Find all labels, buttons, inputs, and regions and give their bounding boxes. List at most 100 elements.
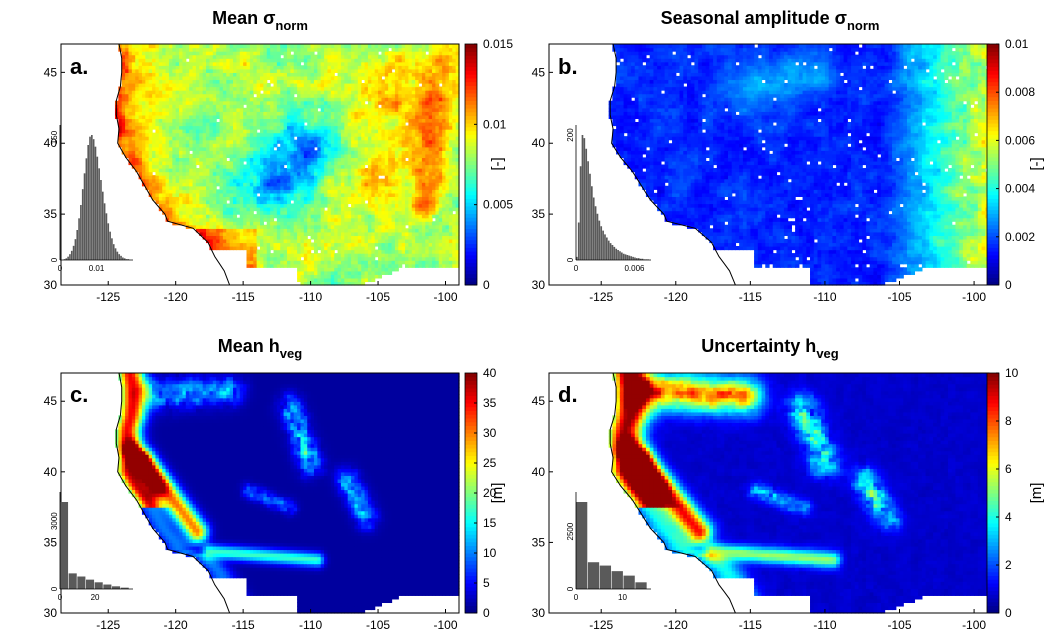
heatmap-cell	[175, 111, 180, 116]
heatmap-cell	[432, 182, 436, 187]
heatmap-cell	[212, 228, 217, 233]
heatmap-cell	[236, 238, 241, 244]
heatmap-cell	[388, 246, 393, 251]
heatmap-cell	[448, 207, 453, 212]
heatmap-cell	[421, 199, 426, 205]
heatmap-cell	[388, 146, 393, 151]
heatmap-cell	[297, 249, 302, 254]
heatmap-cell	[141, 157, 146, 162]
heatmap-cell	[324, 267, 329, 272]
heatmap-cell	[297, 100, 302, 105]
heatmap-cell	[337, 132, 342, 137]
heatmap-cell	[320, 153, 325, 159]
heatmap-cell	[266, 199, 271, 205]
heatmap-cell	[293, 171, 298, 176]
heatmap-cell	[233, 207, 237, 212]
heatmap-cell	[445, 121, 450, 127]
heatmap-cell	[273, 104, 278, 109]
heatmap-cell	[432, 129, 436, 134]
heatmap-cell	[233, 175, 237, 180]
heatmap-cell	[138, 129, 143, 134]
heatmap-cell	[448, 100, 453, 105]
heatmap-cell	[135, 150, 140, 155]
heatmap-cell	[408, 118, 413, 123]
heatmap-cell	[239, 207, 244, 212]
heatmap-cell	[421, 132, 426, 137]
heatmap-cell	[452, 86, 457, 91]
heatmap-cell	[411, 178, 416, 183]
heatmap-cell	[243, 246, 248, 251]
heatmap-cell	[297, 171, 302, 176]
heatmap-cell	[168, 192, 173, 197]
heatmap-cell	[310, 150, 315, 155]
heatmap-cell	[226, 189, 231, 194]
heatmap-cell	[384, 192, 389, 197]
heatmap-cell	[310, 253, 315, 258]
heatmap-cell	[249, 160, 254, 166]
heatmap-cell	[438, 97, 443, 102]
heatmap-cell	[263, 235, 268, 240]
heatmap-cell	[179, 104, 184, 109]
heatmap-cell	[378, 157, 383, 162]
heatmap-cell	[347, 75, 352, 81]
heatmap-cell	[364, 153, 369, 159]
heatmap-cell	[297, 246, 302, 251]
heatmap-cell	[199, 129, 204, 134]
heatmap-cell	[418, 160, 423, 166]
heatmap-cell	[432, 249, 436, 254]
heatmap-cell	[229, 214, 234, 219]
heatmap-cell	[195, 182, 200, 187]
heatmap-cell	[233, 118, 237, 123]
heatmap-cell	[185, 217, 190, 222]
heatmap-cell	[340, 171, 345, 176]
heatmap-cell	[286, 203, 291, 208]
heatmap-cell	[442, 175, 447, 180]
heatmap-cell	[313, 253, 318, 258]
heatmap-cell	[243, 175, 248, 180]
heatmap-cell	[202, 157, 207, 162]
heatmap-cell	[408, 249, 413, 254]
heatmap-cell	[189, 111, 194, 116]
heatmap-cell	[158, 199, 163, 205]
heatmap-cell	[179, 125, 184, 130]
heatmap-cell	[452, 111, 457, 116]
heatmap-cell	[162, 97, 167, 102]
heatmap-cell	[229, 111, 234, 116]
heatmap-cell	[293, 231, 298, 236]
heatmap-cell	[266, 210, 271, 215]
heatmap-cell	[168, 210, 173, 215]
heatmap-cell	[185, 114, 190, 120]
heatmap-cell	[455, 263, 460, 268]
heatmap-cell	[381, 182, 386, 187]
heatmap-cell	[212, 136, 217, 141]
heatmap-cell	[226, 182, 231, 187]
heatmap-cell	[202, 214, 207, 219]
heatmap-cell	[401, 249, 406, 254]
heatmap-cell	[263, 182, 268, 187]
heatmap-cell	[394, 132, 399, 137]
heatmap-cell	[256, 253, 261, 258]
heatmap-cell	[300, 136, 305, 141]
heatmap-cell	[276, 121, 281, 127]
heatmap-cell	[452, 75, 457, 81]
heatmap-cell	[283, 150, 288, 155]
heatmap-cell	[351, 192, 356, 197]
heatmap-cell	[293, 228, 298, 233]
heatmap-cell	[401, 228, 406, 233]
heatmap-cell	[415, 75, 420, 81]
heatmap-cell	[280, 235, 285, 240]
heatmap-cell	[192, 224, 197, 229]
heatmap-cell	[175, 164, 180, 169]
heatmap-cell	[125, 143, 130, 148]
heatmap-cell	[320, 182, 325, 187]
heatmap-cell	[354, 217, 359, 222]
heatmap-cell	[364, 146, 369, 151]
heatmap-cell	[347, 221, 352, 226]
heatmap-cell	[293, 253, 298, 258]
heatmap-cell	[317, 185, 322, 190]
heatmap-cell	[442, 235, 447, 240]
heatmap-cell	[189, 192, 194, 197]
heatmap-cell	[391, 203, 396, 208]
heatmap-cell	[357, 136, 362, 141]
heatmap-cell	[239, 104, 244, 109]
